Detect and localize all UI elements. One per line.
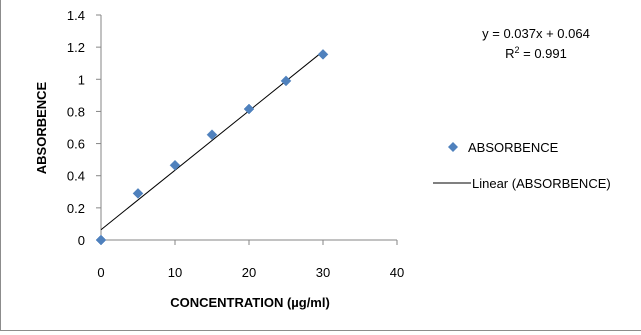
trendline-equation: y = 0.037x + 0.064	[482, 26, 590, 41]
trendline	[100, 50, 324, 231]
y-tick-label: 1	[78, 72, 85, 87]
y-tick-label: 0.8	[67, 104, 85, 119]
y-tick-label: 0	[78, 233, 85, 248]
x-tick-label: 30	[316, 265, 330, 280]
x-tick-label: 40	[390, 265, 404, 280]
x-tick-label: 20	[242, 265, 256, 280]
y-tick-label: 0.6	[67, 137, 85, 152]
x-tick-label: 10	[168, 265, 182, 280]
data-point	[169, 159, 181, 171]
axes: 0 0.2 0.4 0.6 0.8 1 1.2 1.4 0 10 20 30 40	[67, 8, 404, 280]
trendline-layer	[100, 50, 324, 231]
data-point	[243, 103, 255, 115]
legend: ABSORBENCE Linear (ABSORBENCE)	[433, 140, 611, 191]
legend-marker-icon	[448, 142, 458, 152]
data-points-layer	[95, 49, 329, 246]
legend-label-series: ABSORBENCE	[468, 140, 559, 155]
data-point	[206, 129, 218, 141]
r-squared-exponent: 2	[515, 45, 520, 55]
data-point	[317, 49, 329, 60]
x-axis-title: CONCENTRATION (µg/ml)	[170, 295, 330, 310]
r-squared-value: = 0.991	[520, 46, 567, 61]
data-point	[280, 75, 292, 87]
y-tick-label: 0.4	[67, 169, 85, 184]
r-squared-prefix: R	[505, 46, 514, 61]
data-point	[132, 188, 144, 199]
x-tick-label: 0	[97, 265, 104, 280]
data-point	[95, 234, 107, 246]
y-tick-label: 0.2	[67, 201, 85, 216]
y-tick-label: 1.2	[67, 40, 85, 55]
legend-label-trendline: Linear (ABSORBENCE)	[472, 176, 611, 191]
y-axis-title: ABSORBENCE	[34, 81, 49, 174]
r-squared-label: R2 = 0.991	[505, 45, 567, 61]
y-tick-label: 1.4	[67, 8, 85, 23]
